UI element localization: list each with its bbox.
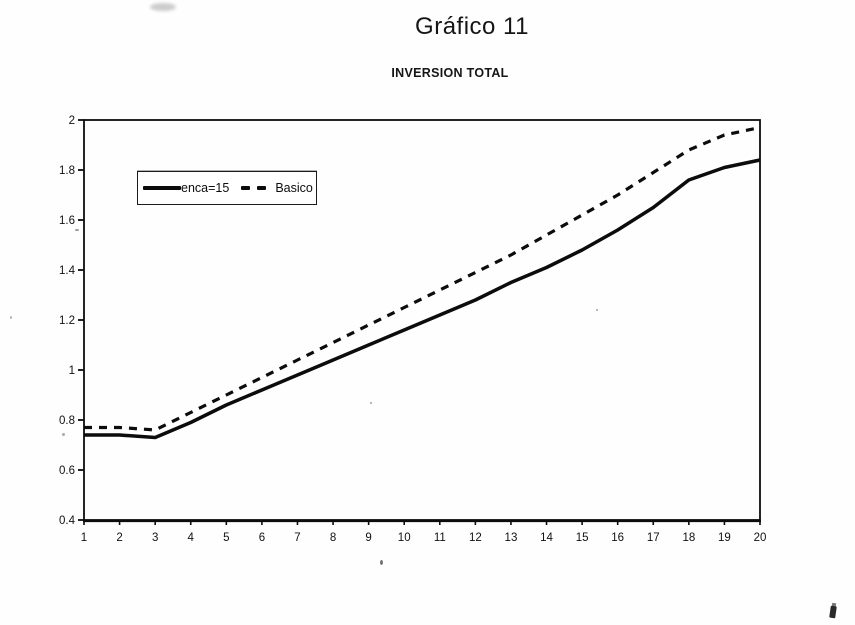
scan-speck bbox=[10, 316, 12, 319]
chart-subtitle: INVERSION TOTAL bbox=[391, 66, 509, 80]
page-title: Gráfico 11 bbox=[415, 13, 529, 40]
y-tick-label: 1.8 bbox=[59, 165, 75, 177]
legend-dashed-line-sample bbox=[241, 186, 267, 190]
legend-label-enca15: enca=15 bbox=[181, 181, 230, 195]
x-tick-label: 16 bbox=[611, 532, 624, 544]
x-tick-label: 4 bbox=[188, 532, 195, 544]
x-tick-label: 13 bbox=[505, 532, 518, 544]
x-tick-label: 18 bbox=[682, 532, 695, 544]
x-tick-label: 9 bbox=[365, 532, 371, 544]
y-tick-label: 1 bbox=[69, 365, 75, 377]
x-tick-label: 20 bbox=[754, 532, 767, 544]
x-tick-label: 8 bbox=[330, 532, 336, 544]
scan-speck bbox=[75, 229, 79, 231]
x-tick-label: 17 bbox=[647, 532, 660, 544]
x-tick-label: 7 bbox=[294, 532, 300, 544]
y-tick-label: 0.4 bbox=[59, 515, 76, 527]
y-tick-label: 0.6 bbox=[59, 465, 75, 477]
x-tick-label: 3 bbox=[152, 532, 158, 544]
legend-solid-line-sample bbox=[143, 186, 181, 190]
x-tick-label: 6 bbox=[259, 532, 265, 544]
scan-smudge bbox=[150, 3, 176, 11]
chart-legend: enca=15 Basico bbox=[137, 171, 317, 205]
y-tick-label: 1.6 bbox=[59, 215, 75, 227]
x-tick-label: 1 bbox=[81, 532, 87, 544]
x-tick-label: 14 bbox=[540, 532, 553, 544]
x-axis: 1 2 3 4 5 6 7 8 9 10 11 12 13 14 15 16 17 18 19 20 bbox=[81, 520, 767, 544]
scan-speck bbox=[380, 560, 383, 565]
series-enca-15 bbox=[84, 158, 761, 440]
scan-speck bbox=[370, 402, 372, 404]
x-tick-label: 10 bbox=[398, 532, 411, 544]
y-axis: 0.4 0.6 0.8 1 1.2 1.4 1.6 1.8 2 bbox=[59, 115, 84, 527]
x-tick-label: 5 bbox=[223, 532, 229, 544]
legend-label-basico: Basico bbox=[275, 181, 313, 195]
x-tick-label: 15 bbox=[576, 532, 589, 544]
x-tick-label: 19 bbox=[718, 532, 731, 544]
scan-speck bbox=[62, 433, 65, 436]
x-tick-label: 12 bbox=[469, 532, 482, 544]
y-tick-label: 1.2 bbox=[59, 315, 75, 327]
y-tick-label: 1.4 bbox=[59, 265, 76, 277]
y-tick-label: 2 bbox=[69, 115, 75, 127]
x-tick-label: 11 bbox=[434, 532, 446, 544]
y-tick-label: 0.8 bbox=[59, 415, 75, 427]
x-tick-label: 2 bbox=[116, 532, 122, 544]
scan-speck bbox=[596, 309, 598, 311]
